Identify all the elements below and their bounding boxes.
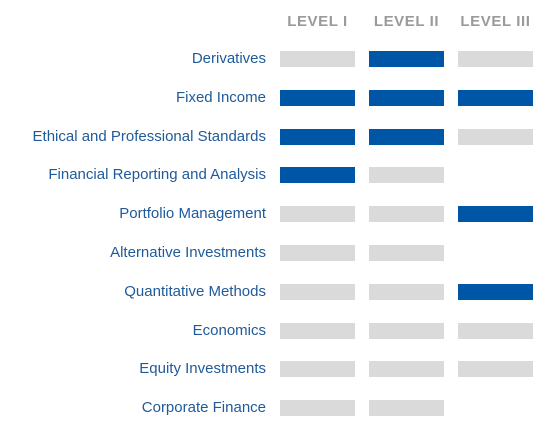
level-3-bar [458,284,533,300]
level-1-bar [280,167,355,183]
header-level-3: LEVEL III [460,13,531,30]
topic-label: Portfolio Management [119,205,266,222]
level-3-bar [458,51,533,67]
header-level-1: LEVEL I [287,13,348,30]
level-3-bar [458,361,533,377]
level-3-bar [458,323,533,339]
topic-label: Quantitative Methods [124,283,266,300]
topic-label: Ethical and Professional Standards [32,128,266,145]
topic-label: Financial Reporting and Analysis [48,166,266,183]
level-2-bar [369,129,444,145]
level-3-bar [458,129,533,145]
level-3-bar [458,206,533,222]
level-1-bar [280,245,355,261]
topic-label: Alternative Investments [110,244,266,261]
level-2-bar [369,51,444,67]
level-3-bar [458,90,533,106]
level-2-bar [369,245,444,261]
header-level-2: LEVEL II [373,13,440,30]
level-2-bar [369,400,444,416]
level-1-bar [280,400,355,416]
level-1-bar [280,129,355,145]
level-2-bar [369,206,444,222]
level-2-bar [369,90,444,106]
topic-label: Corporate Finance [141,399,266,416]
level-1-bar [280,323,355,339]
level-2-bar [369,323,444,339]
topic-label: Fixed Income [175,89,266,106]
level-1-bar [280,206,355,222]
level-1-bar [280,90,355,106]
level-2-bar [369,284,444,300]
level-1-bar [280,284,355,300]
level-1-bar [280,51,355,67]
level-2-bar [369,361,444,377]
level-1-bar [280,361,355,377]
topic-label: Equity Investments [139,360,266,377]
topic-label: Economics [192,322,266,339]
topic-label: Derivatives [191,50,266,67]
level-2-bar [369,167,444,183]
